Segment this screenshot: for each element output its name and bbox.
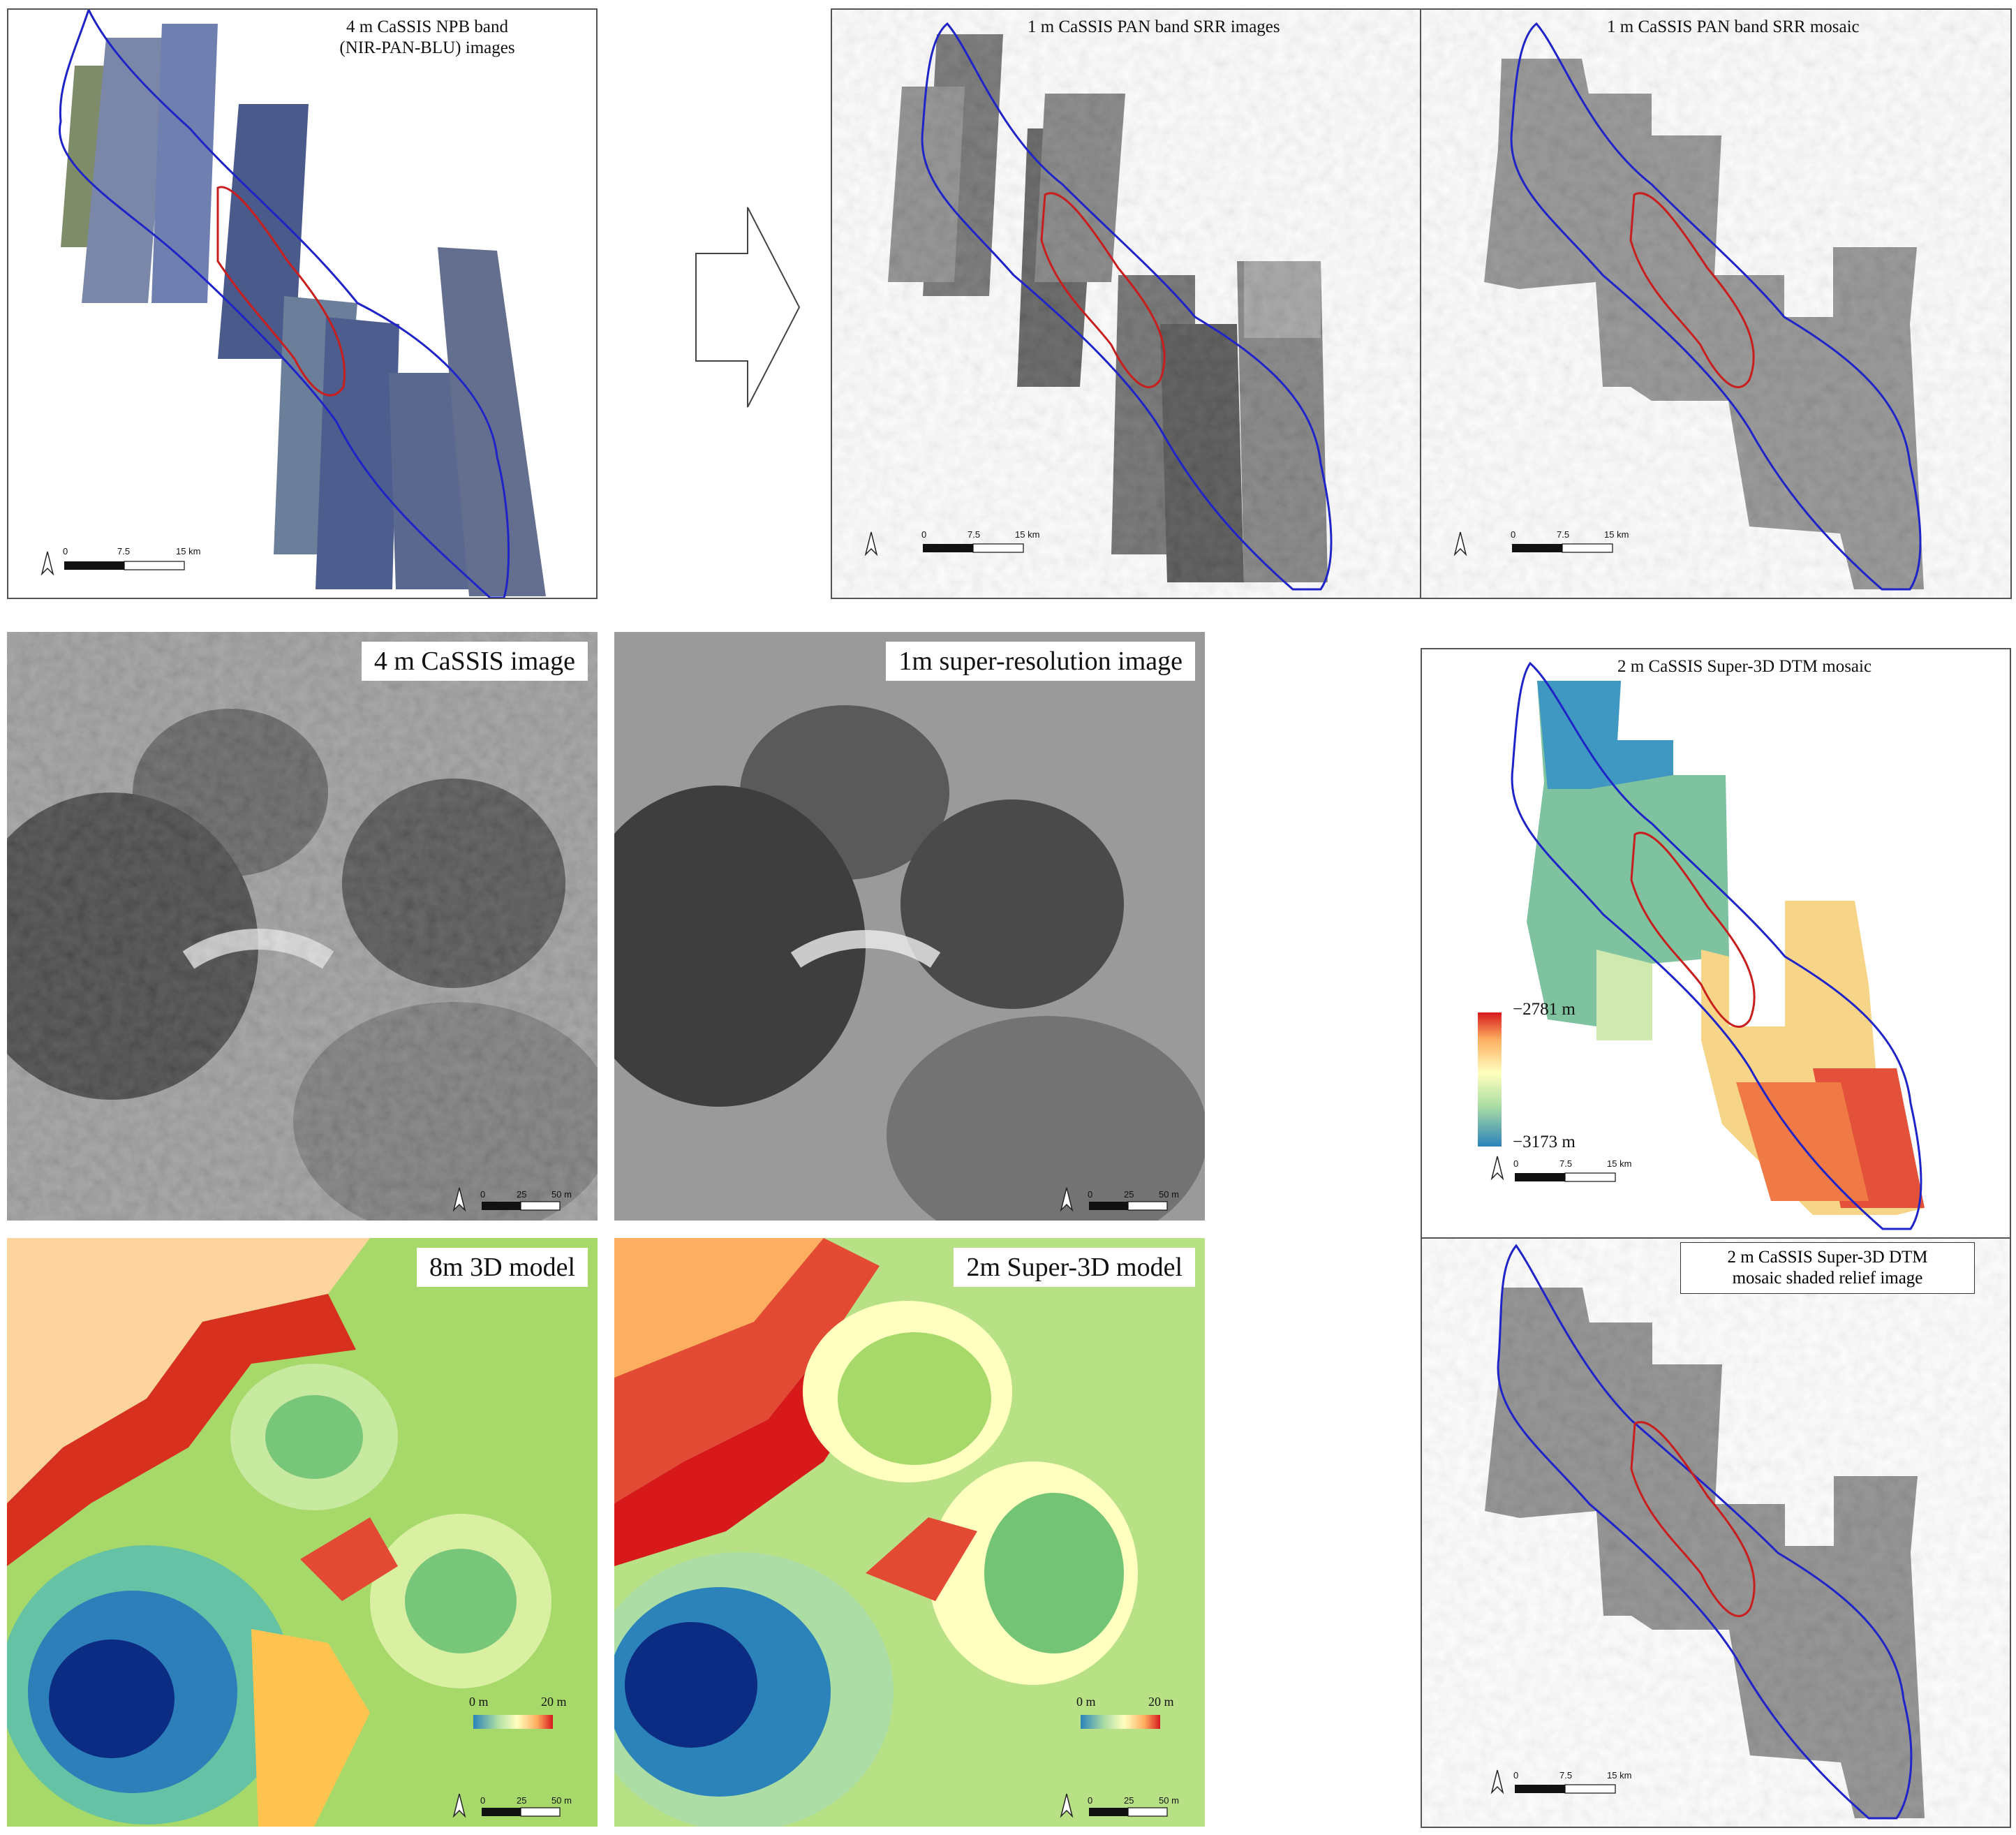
superres-image xyxy=(614,632,1205,1221)
legend-max-label: −2781 m xyxy=(1513,1000,1576,1019)
sb-t0: 0 xyxy=(1511,529,1515,540)
legend-min-label: 0 m xyxy=(1076,1695,1096,1709)
sb-t2: 15 km xyxy=(1015,529,1039,540)
sb-t1: 25 xyxy=(517,1189,526,1200)
shaded-relief-map: 0 7.5 15 km xyxy=(1422,1239,2010,1827)
blue-outline xyxy=(59,10,510,598)
title-line-1: 4 m CaSSIS NPB band xyxy=(346,17,508,36)
scalebar-m: 0 25 50 m xyxy=(452,1187,572,1212)
legend-max-label: 20 m xyxy=(541,1695,567,1709)
panel-npb-images: 0 7.5 15 km 4 m CaSSIS NPB band (NIR-PAN… xyxy=(7,8,598,599)
legend-min-label: −3173 m xyxy=(1513,1133,1576,1151)
sb-t1: 7.5 xyxy=(1559,1770,1572,1781)
panel-title-dtm: 2 m CaSSIS Super-3D DTM mosaic xyxy=(1617,657,1872,676)
sb-t0: 0 xyxy=(921,529,926,540)
panel-title-srr-mosaic: 1 m CaSSIS PAN band SRR mosaic xyxy=(1607,17,1860,36)
sb-t2: 50 m xyxy=(551,1189,572,1200)
dtm-colorbar xyxy=(1478,1012,1502,1147)
title-line-2: (NIR-PAN-BLU) images xyxy=(339,38,515,57)
model-colorbar xyxy=(473,1715,553,1729)
panel-superres: 1m super-resolution image 0 25 50 m xyxy=(614,632,1205,1221)
sb-t2: 50 m xyxy=(551,1795,572,1806)
sb-t0: 0 xyxy=(1088,1189,1092,1200)
sb-t0: 0 xyxy=(63,546,68,557)
sb-t1: 7.5 xyxy=(968,529,980,540)
sb-t2: 15 km xyxy=(1607,1770,1631,1781)
legend-max-label: 20 m xyxy=(1148,1695,1174,1709)
scalebar-m: 0 25 50 m xyxy=(452,1793,572,1818)
sb-t0: 0 xyxy=(480,1795,485,1806)
sb-t1: 7.5 xyxy=(1557,529,1569,540)
panel-shaded-relief: 0 7.5 15 km 2 m CaSSIS Super-3D DTM mosa… xyxy=(1421,1237,2011,1828)
sb-t2: 15 km xyxy=(1604,529,1629,540)
cassis-4m-image xyxy=(7,632,598,1221)
red-outline xyxy=(216,186,346,397)
sb-t1: 25 xyxy=(1124,1795,1134,1806)
title-line-1: 2 m CaSSIS Super-3D DTM xyxy=(1727,1248,1928,1267)
north-arrow xyxy=(40,551,54,576)
sb-t2: 15 km xyxy=(1607,1158,1631,1169)
panel-dtm-mosaic: 0 7.5 15 km 2 m CaSSIS Super-3D DTM mosa… xyxy=(1421,648,2011,1239)
model-colorbar xyxy=(1081,1715,1160,1729)
panel-title-cassis-4m: 4 m CaSSIS image xyxy=(361,642,588,681)
panel-title-superres: 1m super-resolution image xyxy=(886,642,1195,681)
npb-strips xyxy=(61,24,546,596)
sb-t1: 7.5 xyxy=(1559,1158,1572,1169)
scalebar-m: 0 25 50 m xyxy=(1060,1187,1179,1212)
sb-t1: 25 xyxy=(1124,1189,1134,1200)
model-2m-image xyxy=(614,1238,1205,1827)
panel-model-8m: 8m 3D model 0 m 20 m 0 25 50 m xyxy=(7,1238,598,1827)
title-line-2: mosaic shaded relief image xyxy=(1732,1269,1923,1288)
panel-cassis-4m: 4 m CaSSIS image 0 25 50 m xyxy=(7,632,598,1221)
sb-t2: 50 m xyxy=(1159,1189,1179,1200)
sb-t0: 0 xyxy=(1513,1770,1518,1781)
panel-model-2m: 2m Super-3D model 0 m 20 m 0 25 50 m xyxy=(614,1238,1205,1827)
npb-map: 0 7.5 15 km xyxy=(8,10,596,598)
scalebar-m: 0 25 50 m xyxy=(1060,1793,1179,1818)
panel-srr-group: 0 7.5 15 km 1 m CaSSIS PAN band SRR imag… xyxy=(831,8,2012,599)
srr-mosaic-map: 0 7.5 15 km xyxy=(1421,10,2010,598)
divider xyxy=(1420,10,1421,598)
scalebar-km xyxy=(64,561,185,570)
sb-t0: 0 xyxy=(480,1189,485,1200)
sb-t2: 15 km xyxy=(176,546,200,557)
sb-t0: 0 xyxy=(1088,1795,1092,1806)
srr-images-map: 0 7.5 15 km xyxy=(832,10,1420,598)
panel-title-shaded: 2 m CaSSIS Super-3D DTM mosaic shaded re… xyxy=(1680,1242,1975,1294)
process-arrow-icon xyxy=(695,207,801,408)
legend-min-label: 0 m xyxy=(469,1695,489,1709)
sb-t1: 25 xyxy=(517,1795,526,1806)
sb-t1: 7.5 xyxy=(117,546,130,557)
sb-t2: 50 m xyxy=(1159,1795,1179,1806)
panel-title: 4 m CaSSIS NPB band (NIR-PAN-BLU) images xyxy=(302,17,553,59)
sb-t0: 0 xyxy=(1513,1158,1518,1169)
panel-title-model2m: 2m Super-3D model xyxy=(954,1248,1195,1287)
panel-title-srr-images: 1 m CaSSIS PAN band SRR images xyxy=(1028,17,1280,36)
dtm-mosaic-map: 0 7.5 15 km xyxy=(1478,661,1925,1230)
panel-title-model8m: 8m 3D model xyxy=(417,1248,588,1287)
model-8m-image xyxy=(7,1238,598,1827)
